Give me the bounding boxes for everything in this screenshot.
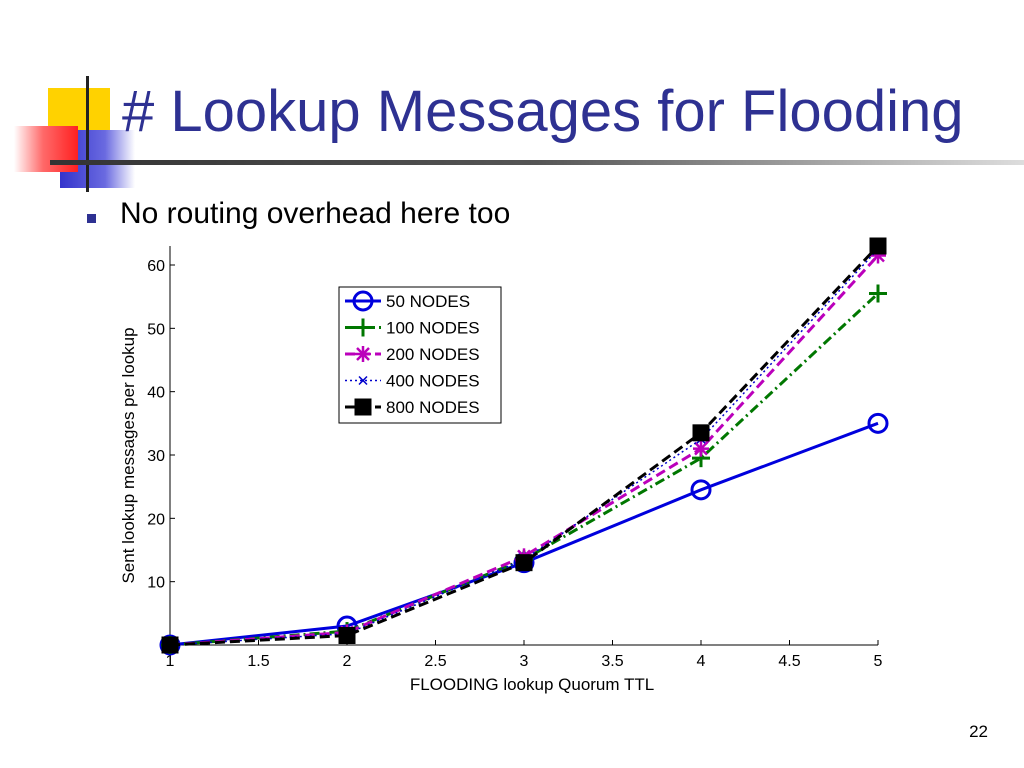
series-line-100-nodes	[169, 292, 880, 647]
data-point-100-nodes	[869, 284, 887, 303]
y-tick-label: 20	[147, 511, 165, 528]
x-tick-label: 4.5	[778, 653, 800, 670]
y-axis-label: Sent lookup messages per lookup	[119, 327, 138, 583]
y-tick-label: 60	[147, 258, 165, 275]
legend-label: 50 NODES	[386, 292, 470, 311]
x-tick-label: 5	[874, 653, 883, 670]
legend-marker-4	[354, 398, 372, 416]
series-line-400-nodes	[169, 248, 879, 646]
legend-marker-1	[354, 318, 372, 337]
x-tick-label: 1.5	[247, 653, 269, 670]
chart-axes: 1 1.5 2 2.5 3 3.5 4 4.5 5 10 20 30 40 50 60 FLOODING lo…	[119, 246, 883, 694]
data-point-200-nodes	[693, 440, 709, 457]
data-point-800-nodes	[692, 424, 710, 442]
x-tick-label: 3	[520, 653, 529, 670]
data-point-800-nodes	[338, 627, 356, 644]
x-tick-label: 3.5	[601, 653, 623, 670]
y-tick-label: 50	[147, 321, 165, 338]
chart-legend: 50 NODES 100 NODES 200 NODES 400 NODES 800 N…	[338, 286, 502, 424]
legend-marker-0	[352, 290, 374, 312]
deco-vertical-line	[86, 76, 89, 192]
y-tick-label: 40	[147, 385, 165, 402]
legend-label: 200 NODES	[386, 345, 480, 364]
legend-label: 400 NODES	[386, 372, 480, 391]
data-point-800-nodes	[161, 636, 179, 654]
page-number: 22	[969, 722, 988, 741]
x-tick-label: 2	[343, 653, 352, 670]
data-point-800-nodes	[515, 554, 533, 572]
bullet-marker	[87, 214, 96, 223]
legend-marker-3	[358, 375, 368, 386]
data-point-800-nodes	[869, 237, 887, 255]
legend-marker-2	[355, 346, 371, 362]
series-line-800-nodes	[169, 244, 880, 647]
legend-label: 800 NODES	[386, 398, 480, 417]
x-tick-label: 2.5	[424, 653, 446, 670]
data-point-50-nodes	[690, 479, 712, 501]
series-line-50-nodes	[169, 421, 879, 647]
bullet-text: No routing overhead here too	[120, 197, 511, 230]
x-tick-label: 1	[166, 653, 175, 670]
x-tick-label: 4	[697, 653, 706, 670]
series-line-200-nodes	[169, 254, 880, 647]
legend-label: 100 NODES	[386, 319, 480, 338]
title-underline	[50, 160, 1024, 165]
chart-series	[159, 237, 889, 656]
y-tick-label: 10	[147, 575, 165, 592]
slide-title: # Lookup Messages for Flooding	[122, 79, 964, 144]
y-tick-label: 30	[147, 448, 165, 465]
data-point-50-nodes	[867, 412, 889, 434]
x-axis-label: FLOODING lookup Quorum TTL	[410, 675, 654, 694]
